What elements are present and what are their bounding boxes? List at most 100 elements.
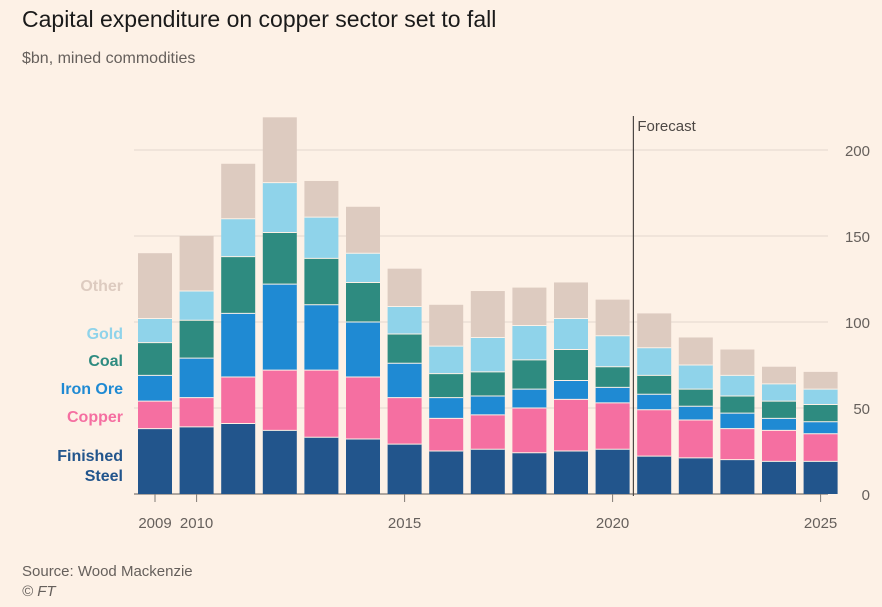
bar-segment [262,232,297,285]
bar-segment [346,322,380,378]
bar-segment [595,335,630,367]
bar-segment [554,399,588,451]
bar-segment [554,349,588,381]
y-tick-label: 0 [862,487,870,504]
bar-segment [221,256,256,314]
bar-segment [470,449,505,494]
bar-segment [304,180,339,218]
bar-segment [637,347,672,376]
bar-segment [179,291,214,321]
bar-segment [637,394,672,410]
bar-segment [512,359,547,390]
bar-segment [803,433,838,462]
bar-segment [637,456,672,494]
bar-segment [803,404,838,422]
bar-segment [762,418,796,431]
bar-segment [429,418,464,451]
legend-label-copper: Copper [67,409,123,426]
bar-segment [512,408,547,453]
bar-segment [221,218,256,257]
bar-segment [470,291,505,338]
bar-segment [554,380,588,400]
bar-segment [554,282,588,319]
bar-segment [304,304,339,371]
bar-segment [720,459,755,494]
bar-segment [720,428,755,460]
bar-segment [678,457,713,494]
bar-segment [221,163,256,219]
bar-segment [387,363,422,398]
bar-segment [387,334,422,364]
bar-segment [346,206,380,254]
bar-segment [429,373,464,398]
bar-segment [678,406,713,421]
y-tick-label: 50 [853,401,870,418]
bar-segment [346,253,380,283]
bar-segment [803,371,838,390]
bar-segment [304,217,339,259]
bar-segment [429,451,464,494]
x-axis-ticks: 2009 2010 2015 2020 2025 [138,494,837,532]
chart-title: Capital expenditure on copper sector set… [22,6,497,32]
bar-segment [387,306,422,335]
bar-segment [138,253,172,319]
bar-segment [179,236,214,292]
legend-label-gold: Gold [87,326,123,343]
bar-segment [762,430,796,462]
x-tick-label: 2009 [138,515,171,532]
bar-segment [429,304,464,347]
bar-segment [387,268,422,307]
bar-segment [221,313,256,378]
bar-segment [803,389,838,405]
bar-segment [512,389,547,408]
bar-segment [720,395,755,414]
bar-segment [595,299,630,336]
source-text: Source: Wood Mackenzie [22,563,193,580]
bar-segment [803,421,838,434]
bar-segment [262,370,297,431]
bar-segment [512,452,547,494]
bar-segment [304,370,339,438]
bar-segment [262,117,297,183]
bar-segment [595,366,630,388]
bar-segment [346,282,380,322]
y-axis-ticks: 0 50 100 150 200 [845,143,870,504]
bar-segment [554,318,588,350]
bar-segment [595,449,630,494]
legend-label-iron-ore: Iron Ore [61,381,123,398]
x-tick-label: 2010 [180,515,213,532]
bar-segment [720,375,755,396]
bar-segment [138,428,172,494]
legend-label-coal: Coal [88,353,123,370]
forecast-label: Forecast [637,118,696,135]
x-tick-label: 2025 [804,515,837,532]
bar-segment [387,444,422,494]
legend: Finished Steel Copper Iron Ore Coal Gold Other [57,278,123,485]
bar-segment [346,377,380,439]
bar-segment [637,409,672,457]
bar-segment [762,461,796,494]
bar-segment [595,387,630,403]
bar-segment [678,420,713,458]
bar-segment [470,371,505,396]
source-note: Source: Wood Mackenzie © FT [22,562,193,602]
bar-segment [678,365,713,390]
bar-segment [179,397,214,427]
bar-segment [179,320,214,359]
bar-segment [346,438,380,494]
bar-segment [304,258,339,305]
bar-segment [512,325,547,360]
chart-subtitle: $bn, mined commodities [22,50,196,67]
forecast-marker: Forecast [632,116,697,496]
bar-segment [262,284,297,371]
bar-segment [429,346,464,374]
bar-segment [262,182,297,233]
bar-segment [762,366,796,384]
y-tick-label: 100 [845,315,870,332]
y-tick-label: 200 [845,143,870,160]
bar-segment [221,423,256,494]
bar-segment [470,414,505,450]
bar-segment [678,337,713,365]
bar-segment [678,389,713,407]
